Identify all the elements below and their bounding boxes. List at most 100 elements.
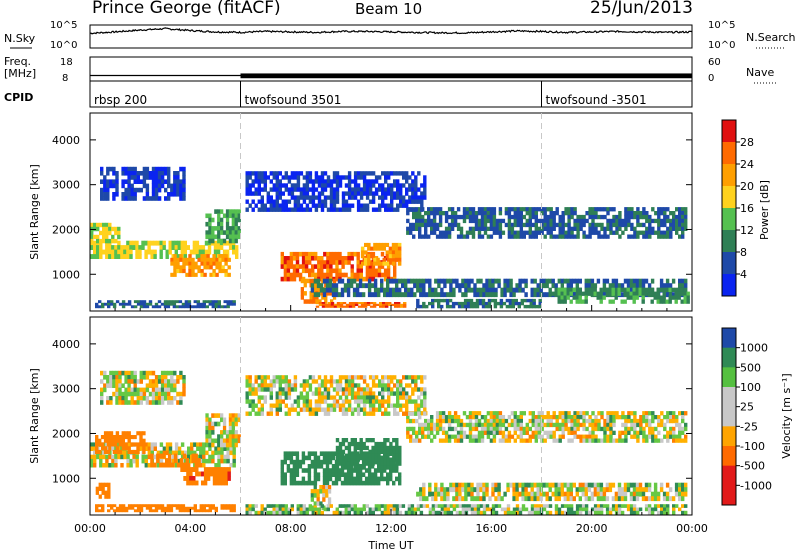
- velocity-cell-4-44-1: [226, 506, 230, 510]
- power-cell-6-14-2: [323, 260, 327, 265]
- velocity-cell-13-0-4: [406, 426, 410, 432]
- power-cell-11-88-7: [669, 234, 673, 239]
- power-cell-12-14-7: [287, 199, 292, 204]
- velocity-cell-11-83-2: [494, 510, 499, 515]
- power-cell-10-92-1: [587, 283, 592, 289]
- power-cell-10-67-2: [512, 287, 516, 293]
- power-cell-6-19-5: [338, 272, 342, 278]
- velocity-cell-6-4-6: [217, 438, 221, 444]
- velocity-cell-13-49-6: [552, 434, 556, 439]
- power-cell-3-0-5: [205, 230, 209, 235]
- power-cell-2-13-5: [209, 272, 213, 277]
- power-cell-11-68-5: [609, 226, 613, 231]
- velocity-cell-13-83-6: [654, 434, 658, 439]
- power-cell-12-52-3: [402, 183, 406, 188]
- velocity-cell-13-20-6: [465, 434, 470, 439]
- power-cell-2-14-2: [212, 261, 216, 266]
- velocity-cell-13-14-1: [447, 415, 452, 420]
- power-cell-11-54-5: [567, 226, 571, 231]
- power-cell-10-50-1: [461, 283, 465, 289]
- velocity-cell-10-2-1: [316, 489, 320, 494]
- velocity-cell-7-12-5: [136, 391, 140, 397]
- velocity-cell-8-9-1: [307, 455, 312, 461]
- power-cell-6-2-1: [286, 256, 291, 261]
- power-cell-4-34-1: [196, 302, 200, 306]
- velocity-cell-7-20-3: [160, 383, 165, 388]
- power-cell-11-85-3: [660, 218, 664, 224]
- power-cell-13-34-1: [653, 291, 657, 296]
- velocity-cell-7-4-3: [112, 383, 116, 388]
- power-cell-8-26-1: [394, 303, 398, 306]
- velocity-cell-1-6-5: [112, 449, 117, 454]
- power-cell-11-88-4: [669, 222, 673, 228]
- power-cell-10-48-1: [455, 283, 459, 289]
- velocity-cell-12-72-1: [632, 487, 637, 493]
- velocity-cell-11-4-2: [257, 510, 261, 515]
- velocity-cell-8-36-4: [389, 468, 393, 473]
- velocity-cell-11-76-1: [473, 507, 478, 512]
- power-cell-10-107-0: [632, 278, 637, 284]
- power-cell-12-4-0: [257, 171, 261, 176]
- power-cell-11-81-5: [648, 226, 652, 231]
- power-cell-3-3-0: [214, 209, 218, 214]
- power-cell-12-25-9: [320, 207, 325, 212]
- velocity-cell-6-1-6: [208, 438, 212, 444]
- power-cell-12-22-6: [311, 195, 316, 200]
- velocity-cell-14-8-1: [269, 379, 273, 384]
- velocity-cell-7-0-0: [100, 370, 104, 376]
- velocity-cell-13-21-6: [468, 434, 473, 439]
- power-cell-11-49-7: [552, 234, 556, 239]
- power-cell-6-19-2: [338, 260, 342, 265]
- velocity-cell-14-27-9: [326, 411, 331, 416]
- velocity-cell-13-45-6: [540, 434, 544, 439]
- velocity-cell-5-2-1: [95, 486, 99, 491]
- power-cell-12-6-8: [263, 203, 267, 208]
- velocity-cell-0-7-3: [111, 454, 115, 460]
- power-cell-14-18-2: [469, 304, 474, 309]
- power-cell-11-81-2: [648, 214, 652, 220]
- power-cell-4-34-0: [196, 300, 200, 304]
- velocity-cell-6-2-4: [211, 430, 215, 435]
- velocity-cell-12-17-0: [467, 482, 471, 488]
- velocity-cell-12-20-0: [476, 482, 480, 488]
- velocity-cell-12-33-3: [515, 496, 519, 502]
- velocity-cell-13-36-2: [513, 418, 517, 424]
- power-cell-12-1-1: [248, 175, 252, 180]
- velocity-cell-8-8-1: [304, 455, 309, 461]
- velocity-cell-11-145-0: [681, 504, 685, 508]
- power-cell-6-4-6: [292, 276, 297, 282]
- power-cell-0-36-1: [198, 245, 203, 250]
- power-cell-7-8-4: [324, 295, 328, 300]
- velocity-cell-11-112-1: [581, 507, 586, 512]
- power-cell-12-27-9: [326, 207, 331, 212]
- velocity-cell-11-134-1: [647, 507, 652, 512]
- velocity-cell-4-21-0: [157, 504, 162, 508]
- velocity-cell-7-12-6: [136, 396, 140, 401]
- power-cell-11-41-5: [528, 226, 532, 231]
- power-cell-12-4-5: [257, 191, 261, 196]
- power-cell-12-1-0: [248, 171, 252, 176]
- power-cell-11-4-0: [418, 207, 422, 212]
- velocity-cell-14-23-9: [314, 411, 319, 416]
- power-cell-10-48-0: [455, 278, 459, 284]
- velocity-cell-14-5-1: [260, 379, 264, 384]
- velocity-cell-0-28-1: [174, 446, 179, 451]
- velocity-cell-11-110-0: [575, 504, 580, 508]
- power-cell-12-34-6: [347, 195, 352, 200]
- velocity-cell-2-5-1: [195, 471, 199, 477]
- velocity-cell-9-21-4: [398, 453, 402, 458]
- power-cell-11-37-0: [516, 207, 520, 212]
- velocity-cell-12-71-3: [629, 496, 634, 502]
- power-cell-13-26-2: [629, 295, 633, 300]
- velocity-cell-1-1-2: [98, 438, 102, 443]
- velocity-cell-8-14-4: [322, 468, 327, 473]
- power-cell-3-7-5: [225, 230, 230, 235]
- power-cell-10-37-3: [422, 292, 426, 298]
- velocity-cell-9-4-7: [347, 465, 352, 470]
- power-cell-11-56-7: [573, 234, 577, 239]
- power-cell-11-56-1: [573, 211, 577, 216]
- power-cell-10-123-1: [681, 283, 685, 289]
- velocity-cell-12-83-0: [665, 482, 670, 488]
- velocity-cell-11-48-0: [389, 504, 394, 508]
- power-cell-11-31-0: [498, 207, 503, 212]
